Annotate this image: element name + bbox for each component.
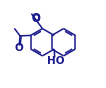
Text: O: O: [31, 14, 40, 24]
Text: O: O: [15, 43, 24, 53]
Text: HO: HO: [47, 56, 64, 65]
Text: O: O: [31, 13, 40, 23]
